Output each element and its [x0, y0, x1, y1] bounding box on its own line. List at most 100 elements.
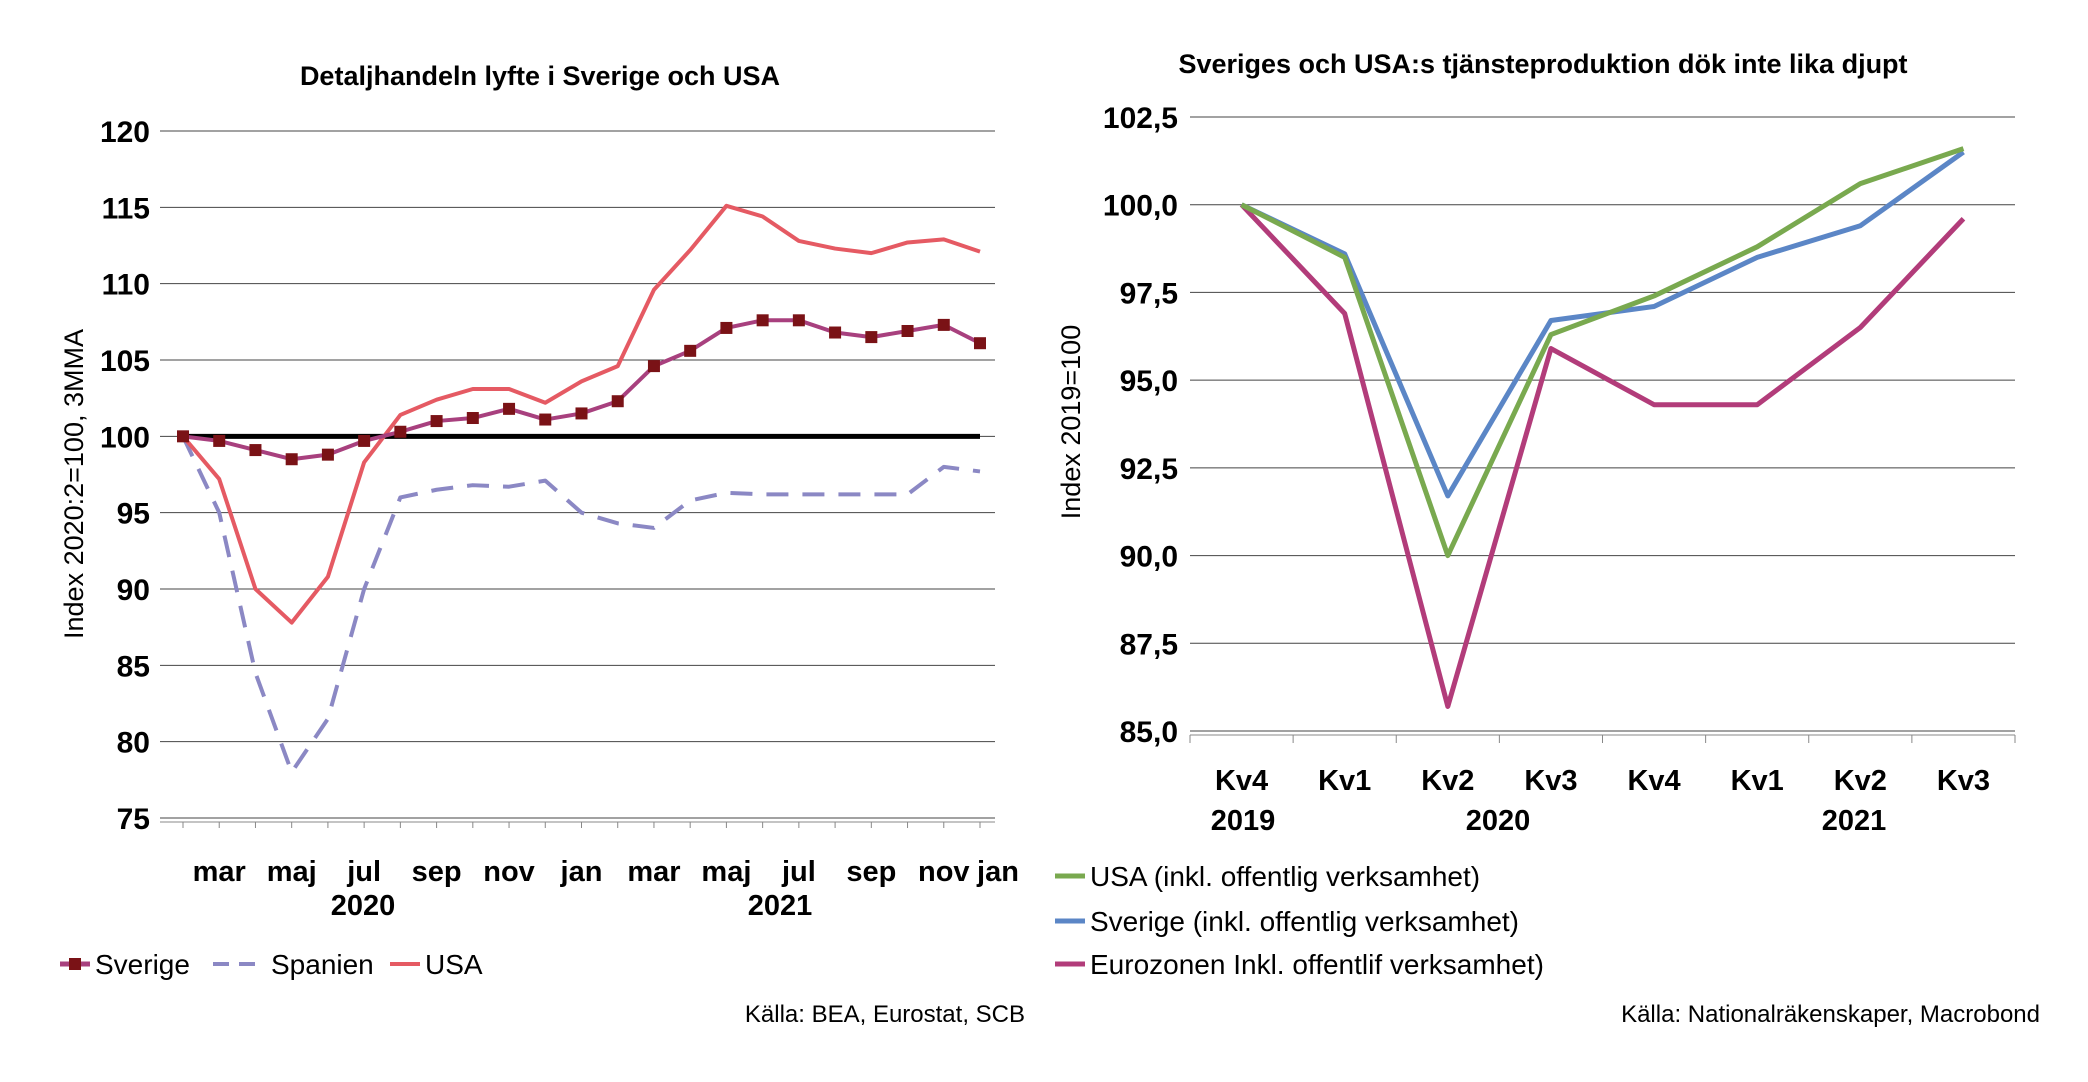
- right-y-tick-100-0: 100,0: [1103, 190, 1178, 223]
- left-y-tick-100: 100: [100, 421, 150, 454]
- left-y-tick-90: 90: [117, 574, 150, 607]
- right-year-label-2019: 2019: [1211, 805, 1276, 837]
- left-source-note: Källa: BEA, Eurostat, SCB: [745, 1001, 1025, 1028]
- right-year-label-2021: 2021: [1822, 805, 1887, 837]
- left-marker-sverige-2020-02: [177, 430, 189, 443]
- left-x-tick-10-nov: nov: [918, 856, 970, 888]
- left-x-tick-7-maj: maj: [701, 856, 751, 888]
- right-y-tick-87-5: 87,5: [1120, 628, 1178, 661]
- left-marker-sverige-2020-03: [213, 434, 226, 447]
- left-y-tick-105: 105: [100, 345, 150, 378]
- left-x-tick-4-nov: nov: [483, 856, 535, 888]
- legend-item-sverige: Sverige: [60, 949, 190, 980]
- left-year-label-2021: 2021: [748, 890, 813, 922]
- left-marker-sverige-2020-04: [249, 444, 262, 457]
- left-y-tick-95: 95: [117, 498, 150, 531]
- right-y-tick-90-0: 90,0: [1120, 541, 1178, 574]
- left-marker-sverige-2021-01: [575, 407, 588, 420]
- right-series-line-usa-inkl-offentlig-verksamhet: [1240, 146, 1965, 559]
- right-series-line-eurozonen-inkl-offentlif-verksamhet: [1239, 202, 1966, 709]
- right-x-tick-2-kv2: Kv2: [1421, 765, 1474, 797]
- right-x-tick-7-kv3: Kv3: [1937, 765, 1990, 797]
- left-chart-title: Detaljhandeln lyfte i Sverige och USA: [300, 61, 780, 91]
- right-x-tick-6-kv2: Kv2: [1834, 765, 1887, 797]
- left-year-label-2020: 2020: [331, 890, 396, 922]
- right-y-axis-label: Index 2019=100: [1056, 325, 1086, 519]
- legend-item-spanien: Spanien: [213, 949, 374, 980]
- left-y-tick-75: 75: [117, 803, 150, 836]
- left-marker-sverige-2020-12: [539, 413, 552, 426]
- right-x-tick-3-kv3: Kv3: [1524, 765, 1577, 797]
- left-x-tick-labels: mar maj jul sep nov jan mar maj jul sep nov jan: [193, 856, 1019, 888]
- left-series-line-spanien: [181, 435, 981, 775]
- left-marker-sverige-2020-10: [466, 412, 479, 425]
- left-series-line-usa: [181, 203, 981, 625]
- left-series-lines: [177, 203, 986, 775]
- left-y-tick-80: 80: [117, 727, 150, 760]
- left-marker-sverige-2021-06: [756, 314, 769, 327]
- left-x-tick-5-jan: jan: [560, 856, 603, 888]
- left-x-tick-6-mar: mar: [627, 856, 680, 888]
- left-gridlines: [160, 130, 995, 819]
- left-x-tick-9-sep: sep: [846, 856, 896, 888]
- legend-item-usa-services: USA (inkl. offentlig verksamhet): [1055, 861, 1480, 892]
- left-marker-sverige-2020-08: [394, 425, 407, 438]
- right-x-tick-4-kv4: Kv4: [1627, 765, 1680, 797]
- legend-label-spanien: Spanien: [271, 949, 374, 980]
- right-y-tick-97-5: 97,5: [1120, 277, 1178, 310]
- left-marker-sverige-2021-07: [792, 314, 805, 327]
- left-y-tick-85: 85: [117, 650, 150, 683]
- left-x-tick-0-mar: mar: [193, 856, 246, 888]
- left-marker-sverige-2020-05: [285, 453, 298, 466]
- right-y-tick-95-0: 95,0: [1120, 365, 1178, 398]
- left-y-tick-110: 110: [102, 269, 150, 302]
- left-marker-sverige-2021-09: [865, 331, 878, 344]
- right-x-tick-1-kv1: Kv1: [1318, 765, 1371, 797]
- right-y-tick-labels: 102,5 100,0 97,5 95,0 92,5 90,0 87,5 85,0: [1103, 102, 1178, 749]
- right-chart-title: Sveriges och USA:s tjänsteproduktion dök…: [1178, 49, 1907, 79]
- left-marker-sverige-2021-12: [974, 337, 986, 350]
- right-x-tick-5-kv1: Kv1: [1731, 765, 1784, 797]
- left-x-tick-8-jul: jul: [781, 856, 816, 888]
- right-year-label-2020: 2020: [1466, 805, 1531, 837]
- legend-item-usa: USA: [390, 949, 483, 980]
- left-marker-sverige-2021-02: [611, 395, 624, 408]
- left-y-tick-120: 120: [100, 116, 150, 149]
- left-marker-sverige-2021-11: [937, 318, 950, 331]
- legend-label-usa-services: USA (inkl. offentlig verksamhet): [1090, 861, 1480, 892]
- legend-label-eurozonen-services: Eurozonen Inkl. offentlif verksamhet): [1090, 949, 1544, 980]
- left-marker-sverige-2021-04: [684, 344, 697, 357]
- right-y-tick-92-5: 92,5: [1120, 453, 1178, 486]
- right-series-lines: [1239, 146, 1966, 709]
- right-y-tick-102-5: 102,5: [1103, 102, 1178, 135]
- right-x-tick-labels: Kv4 Kv1 Kv2 Kv3 Kv4 Kv1 Kv2 Kv3: [1215, 765, 1990, 797]
- left-x-tick-marks: [182, 822, 981, 828]
- left-legend: Sverige Spanien USA: [60, 949, 483, 980]
- left-marker-sverige-2021-05: [720, 321, 733, 334]
- left-marker-sverige-2021-08: [829, 326, 842, 339]
- left-marker-sverige-2020-06: [321, 448, 334, 461]
- left-x-tick-1-maj: maj: [267, 856, 317, 888]
- right-x-tick-marks: [1189, 735, 2016, 743]
- left-marker-sverige-2020-11: [503, 402, 516, 415]
- left-marker-sverige-2021-03: [647, 360, 660, 373]
- left-y-tick-115: 115: [102, 192, 150, 225]
- legend-label-sverige-services: Sverige (inkl. offentlig verksamhet): [1090, 906, 1519, 937]
- right-y-tick-85-0: 85,0: [1120, 716, 1178, 749]
- legend-item-sverige-services: Sverige (inkl. offentlig verksamhet): [1055, 906, 1519, 937]
- left-x-tick-2-jul: jul: [346, 856, 381, 888]
- left-y-axis-label: Index 2020:2=100, 3MMA: [59, 329, 89, 639]
- left-x-tick-3-sep: sep: [412, 856, 462, 888]
- legend-label-sverige: Sverige: [95, 949, 190, 980]
- left-marker-sverige-2020-09: [430, 415, 443, 428]
- left-marker-sverige-2020-07: [358, 434, 371, 447]
- right-legend: USA (inkl. offentlig verksamhet) Sverige…: [1055, 861, 1544, 980]
- legend-label-usa: USA: [425, 949, 483, 980]
- left-y-tick-labels: 120 115 110 105 100 95 90 85 80 75: [100, 116, 150, 836]
- right-x-tick-0-kv4: Kv4: [1215, 765, 1268, 797]
- left-marker-sverige-2021-10: [901, 324, 914, 337]
- right-chart: Sveriges och USA:s tjänsteproduktion dök…: [1055, 49, 2040, 1028]
- legend-marker-sverige: [69, 958, 81, 970]
- right-gridlines: [1190, 116, 2015, 732]
